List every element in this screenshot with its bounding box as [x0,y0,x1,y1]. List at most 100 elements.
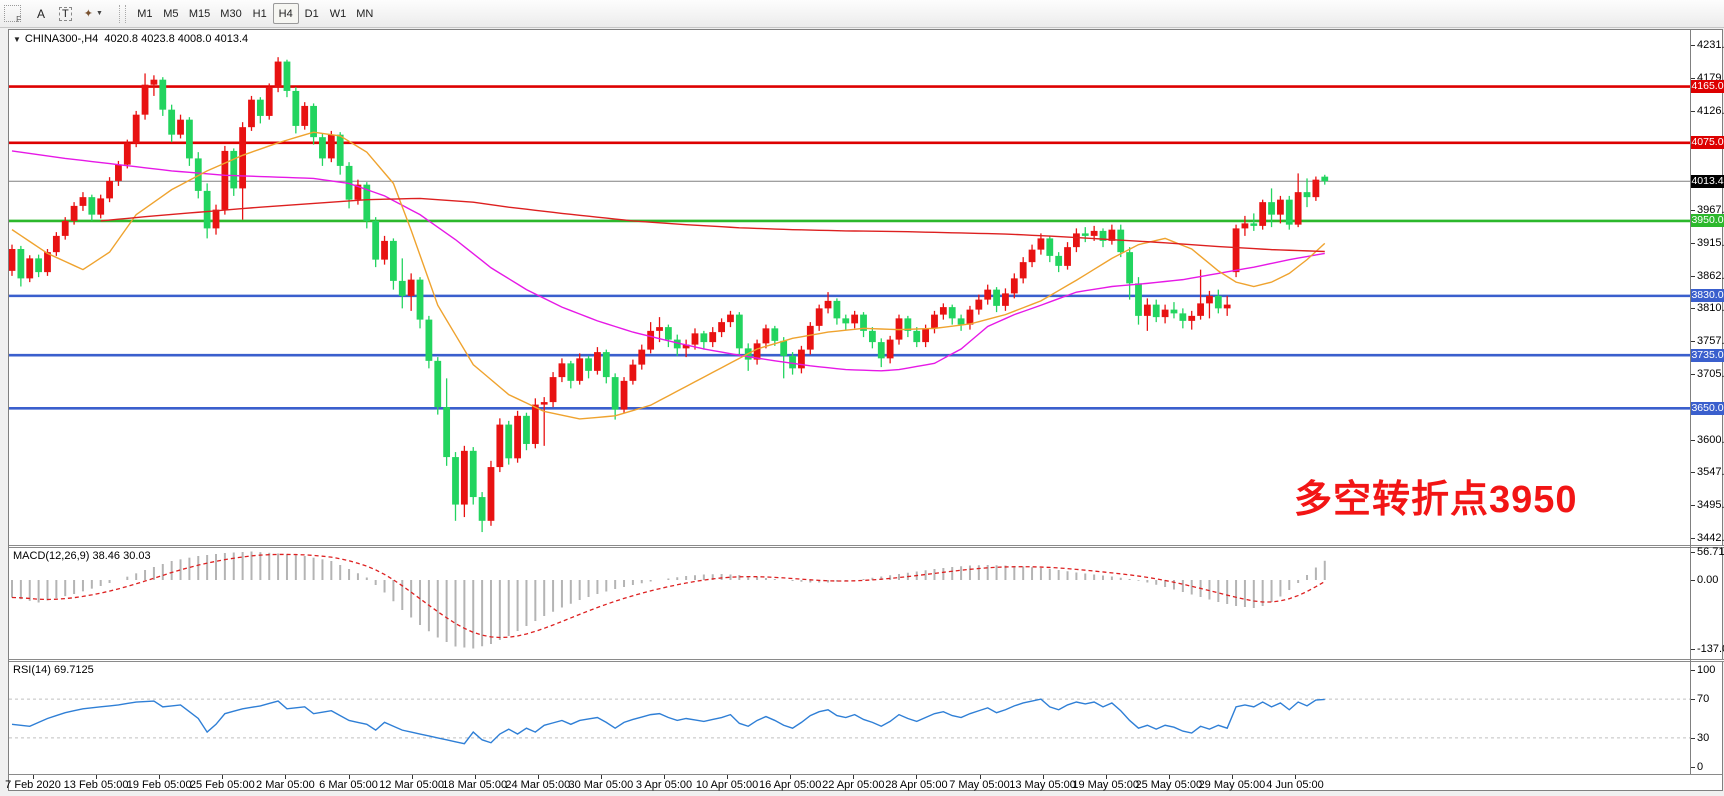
tf-button-h1[interactable]: H1 [252,7,267,20]
candle [602,352,610,378]
cursor-tool-button[interactable]: A [30,4,52,24]
price-tick-label: 4231.5 [1697,39,1724,51]
macd-histogram [11,551,1326,649]
candle [469,450,477,498]
candle [656,327,663,331]
candle [443,407,451,458]
candle [1081,233,1089,236]
date-tick [537,775,539,779]
candle [26,258,34,279]
candle [585,358,592,371]
candle [931,314,938,329]
candle [877,342,885,359]
chevron-down-icon: ▼ [95,10,103,17]
macd-label: MACD(12,26,9) 38.46 30.03 [13,550,151,562]
rsi-canvas[interactable] [9,662,1690,774]
axis-tick [1691,538,1695,539]
price-tick-label: 3495.0 [1697,499,1724,512]
symbol-dropdown-icon[interactable]: ▼ [13,35,21,44]
candle [567,363,575,381]
rsi-panel[interactable]: RSI(14) 69.7125 [9,662,1722,774]
candle [292,90,300,126]
level-price-box: 3830.0 [1691,289,1724,303]
date-tick-label: 25 May 05:00 [1135,779,1203,791]
candle [106,180,113,199]
date-tick-label: 7 May 05:00 [949,779,1010,791]
axis-tick [1691,209,1695,211]
candle [1143,304,1151,316]
date-tick [1168,775,1170,779]
ohlc-values: 4020.8 4023.8 4008.0 4013.4 [104,33,249,45]
date-tick-label: 13 Feb 05:00 [63,779,129,791]
tf-button-mn[interactable]: MN [356,7,374,20]
tf-button-h4[interactable]: H4 [272,3,299,24]
candle [1126,252,1134,284]
candle [868,330,876,343]
candlestick-canvas[interactable] [9,30,1690,545]
axis-tick [1691,648,1695,650]
candle [913,330,921,343]
candle [1197,303,1204,316]
tf-button-m5[interactable]: M5 [163,7,179,20]
candle [549,377,557,403]
candle [922,328,930,343]
candle [478,497,486,521]
level-price-box: 4165.0 [1691,80,1724,94]
date-tick-label: 25 Feb 05:00 [189,779,255,791]
tf-button-m30[interactable]: M30 [220,7,242,20]
tf-button-m1[interactable]: M1 [137,7,153,20]
tf-button-w1[interactable]: W1 [329,7,347,20]
axis-tick [1691,308,1695,310]
candle [806,325,814,350]
shapes-icon: ✦ [83,8,93,20]
candle [460,450,468,505]
timeframe-group: M1 M5 M15 M30 H1 H4 D1 W1 MN [132,3,378,24]
date-tick [979,775,981,779]
axis-tick [1691,373,1695,375]
toolbar-drag-handle[interactable] [118,4,126,23]
text-tool-button[interactable]: T [54,4,77,24]
axis-tick [1691,551,1695,553]
candle [629,364,637,381]
shapes-tool-button[interactable]: ✦ ▼ [79,4,108,24]
price-tick-label: 3757.5 [1697,335,1724,348]
axis-tick [1691,580,1695,581]
panel-separator[interactable] [9,545,1724,548]
chart-annotation: 多空转折点3950 [1294,479,1578,521]
candle [682,344,690,349]
date-axis[interactable]: 7 Feb 2020 13 Feb 05:00 19 Feb 05:00 25 Feb… [5,774,1722,792]
candle [9,249,16,271]
axis-tick [1691,472,1695,474]
candle [416,279,424,320]
candle [327,134,335,159]
main-chart-panel[interactable]: ▼ CHINA300-,H4 4020.8 4023.8 4008.0 4013.… [9,30,1722,545]
candle [780,340,788,356]
symbol-label: CHINA300-,H4 [24,33,99,45]
date-tick-label: 29 May 05:00 [1198,779,1266,791]
candle [1268,202,1275,215]
tf-button-m15[interactable]: M15 [188,7,211,20]
candle [17,249,25,279]
macd-signal-line [11,553,1326,639]
candle [283,61,291,91]
candle [1135,283,1142,316]
candle [44,252,51,273]
rsi-label: RSI(14) 69.7125 [13,664,94,676]
dock-handle-icon[interactable]: F [4,5,21,24]
level-price-box: 3650.0 [1691,401,1724,415]
candle [514,415,521,459]
tf-button-d1[interactable]: D1 [304,7,319,20]
date-tick [600,775,602,779]
price-tick-label: 4126.5 [1697,104,1724,117]
candle [61,220,69,236]
candle [789,355,796,369]
axis-tick [1691,45,1695,46]
candle [948,307,956,319]
candle [691,333,699,345]
panel-separator[interactable] [9,659,1724,662]
candle [1179,313,1187,321]
macd-canvas[interactable] [9,548,1690,659]
macd-panel[interactable]: MACD(12,26,9) 38.46 30.03 [9,548,1722,659]
date-tick-label: 16 Apr 05:00 [758,779,822,791]
candle [1064,247,1071,266]
